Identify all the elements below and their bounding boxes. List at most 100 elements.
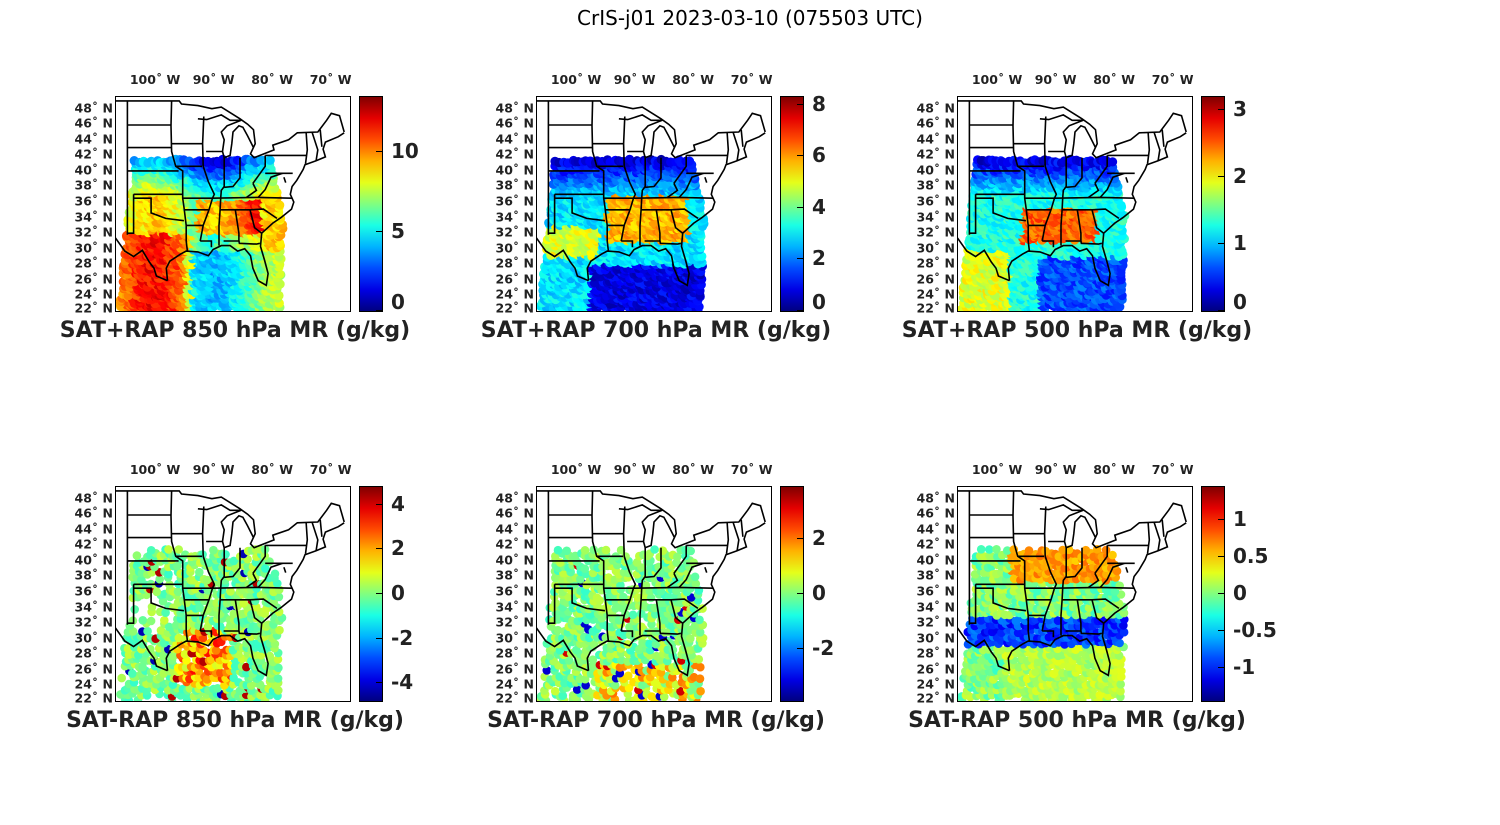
boundary-line — [283, 176, 287, 183]
longitude-label: 90˚ W — [1034, 72, 1077, 87]
map-area — [115, 96, 351, 312]
latitude-label: 32˚ N — [495, 224, 534, 240]
latitude-label: 34˚ N — [495, 209, 534, 225]
boundary-line — [667, 183, 679, 199]
longitude-label: 80˚ W — [672, 72, 714, 87]
boundary-line — [212, 196, 293, 199]
latitude-label: 42˚ N — [916, 146, 955, 162]
map-panel-3: 100˚ W 90˚ W 80˚ W 70˚ W 48˚ N 46˚ N 44˚ N 42˚ … — [877, 72, 1277, 426]
colorbar-tick-label: 5 — [391, 218, 405, 243]
latitude-label: 36˚ N — [74, 193, 113, 209]
map-svg — [537, 100, 766, 311]
latitude-label: 36˚ N — [495, 193, 534, 209]
boundary-line — [249, 209, 263, 234]
latitude-label: 24˚ N — [916, 286, 955, 302]
boundary-line — [537, 100, 766, 159]
colorbar-tick-mark — [797, 258, 803, 260]
latitude-label: 36˚ N — [916, 193, 955, 209]
latitude-label: 24˚ N — [74, 286, 113, 302]
longitude-labels: 100˚ W 90˚ W 80˚ W 70˚ W — [115, 72, 355, 88]
boundary-line — [554, 197, 606, 222]
boundary-line — [199, 116, 216, 242]
figure-title: CrIS-j01 2023-03-10 (075503 UTC) — [577, 6, 923, 30]
latitude-label: 22˚ N — [916, 300, 955, 316]
longitude-label: 90˚ W — [613, 72, 656, 87]
boundary-line — [633, 196, 714, 199]
map-svg — [116, 100, 345, 311]
latitude-labels: 48˚ N 46˚ N 44˚ N 42˚ N 40˚ N 38˚ N 36˚ N 34˚ N… — [456, 96, 534, 315]
boundary-line — [704, 176, 708, 183]
latitude-label: 42˚ N — [495, 146, 534, 162]
boundary-line — [591, 100, 610, 252]
colorbar-tick-label: 10 — [391, 139, 419, 164]
boundary-line — [732, 131, 740, 161]
latitude-label: 32˚ N — [74, 224, 113, 240]
boundary-line — [304, 131, 309, 165]
latitude-label: 38˚ N — [74, 177, 113, 193]
map-area — [536, 96, 772, 312]
latitude-label: 28˚ N — [495, 255, 534, 271]
boundary-line — [165, 132, 345, 287]
colorbar-tick-label: 0 — [391, 290, 405, 314]
boundary-line — [200, 240, 213, 248]
latitude-label: 48˚ N — [495, 100, 534, 116]
boundary-line — [116, 237, 168, 282]
boundary-line — [319, 129, 323, 147]
boundary-line — [311, 131, 319, 161]
panel-title: SAT+RAP 700 hPa MR (g/kg) — [480, 318, 832, 343]
latitude-label: 40˚ N — [495, 162, 534, 178]
colorbar-tick-mark — [376, 310, 382, 311]
longitude-labels: 100˚ W 90˚ W 80˚ W 70˚ W — [957, 72, 1197, 88]
map-svg — [958, 100, 1187, 311]
longitude-label: 70˚ W — [309, 72, 352, 87]
latitude-label: 26˚ N — [74, 271, 113, 287]
boundary-line — [740, 129, 744, 147]
latitude-label: 26˚ N — [495, 271, 534, 287]
boundary-lines — [537, 100, 766, 287]
map-panel-1: 100˚ W 90˚ W 80˚ W 70˚ W 48˚ N 46˚ N 44˚ N 42˚ … — [35, 72, 435, 426]
latitude-label: 22˚ N — [495, 300, 534, 316]
latitude-label: 22˚ N — [74, 300, 113, 316]
longitude-label: 100˚ W — [971, 72, 1023, 87]
longitude-label: 100˚ W — [129, 72, 181, 87]
map-area — [957, 96, 1193, 312]
latitude-label: 28˚ N — [74, 255, 113, 271]
latitude-label: 38˚ N — [495, 177, 534, 193]
boundary-line — [586, 132, 766, 287]
data-point — [697, 251, 707, 261]
latitude-label: 24˚ N — [495, 286, 534, 302]
colorbar-tick-mark — [376, 230, 382, 232]
map-panel-2: 100˚ W 90˚ W 80˚ W 70˚ W 48˚ N 46˚ N 44˚ N 42˚ … — [456, 72, 856, 426]
latitude-label: 46˚ N — [916, 115, 955, 131]
latitude-label: 44˚ N — [495, 131, 534, 147]
boundary-line — [620, 116, 637, 242]
longitude-label: 80˚ W — [251, 72, 293, 87]
latitude-labels: 48˚ N 46˚ N 44˚ N 42˚ N 40˚ N 38˚ N 36˚ N 34˚ N… — [877, 96, 955, 315]
latitude-label: 44˚ N — [74, 131, 113, 147]
latitude-label: 42˚ N — [74, 146, 113, 162]
boundary-line — [548, 194, 556, 234]
data-point — [275, 200, 285, 210]
latitude-label: 26˚ N — [916, 271, 955, 287]
colorbar-tick-label: 0 — [812, 290, 826, 314]
latitude-label: 46˚ N — [74, 115, 113, 131]
latitude-label: 48˚ N — [916, 100, 955, 116]
latitude-label: 28˚ N — [916, 255, 955, 271]
boundary-line — [644, 209, 661, 242]
longitude-label: 70˚ W — [730, 72, 773, 87]
latitude-label: 32˚ N — [916, 224, 955, 240]
colorbar — [780, 96, 804, 312]
latitude-label: 44˚ N — [916, 131, 955, 147]
longitude-label: 100˚ W — [550, 72, 602, 87]
latitude-label: 48˚ N — [74, 100, 113, 116]
colorbar-tick-mark — [797, 155, 803, 157]
colorbar-tick-label: 2 — [812, 246, 826, 271]
latitude-label: 46˚ N — [495, 115, 534, 131]
colorbar-tick-mark — [376, 151, 382, 153]
boundary-line — [725, 131, 730, 165]
latitude-label: 40˚ N — [74, 162, 113, 178]
latitude-label: 30˚ N — [916, 240, 955, 256]
boundary-line — [645, 157, 662, 189]
latitude-label: 40˚ N — [916, 162, 955, 178]
